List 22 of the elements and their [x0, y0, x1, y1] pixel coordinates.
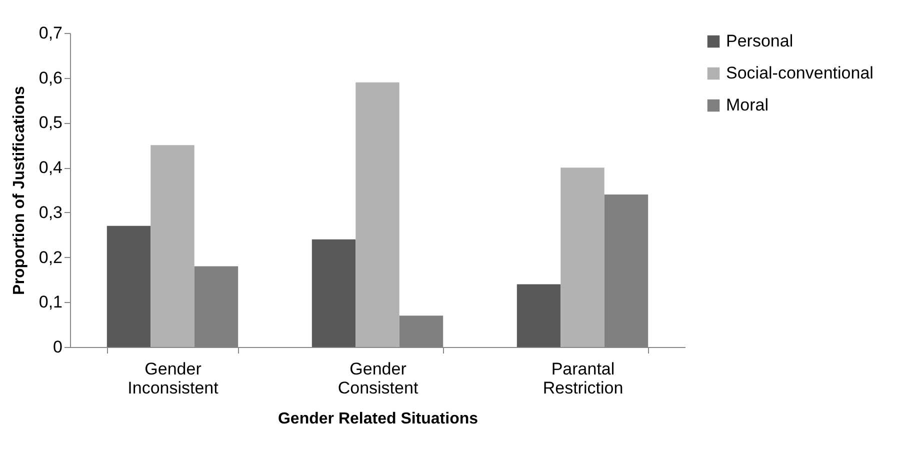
bar: [516, 284, 561, 347]
bar: [560, 168, 604, 347]
legend-label: Social-conventional: [726, 64, 874, 82]
x-tick-label: Gender Inconsistent: [128, 360, 219, 398]
y-tick-label: 0,1: [38, 292, 62, 312]
legend-label: Personal: [726, 32, 794, 50]
y-tick-label: 0,3: [38, 202, 62, 222]
bar: [312, 239, 356, 347]
x-tick-label: Parantal Restriction: [542, 360, 624, 398]
y-axis-title: Proportion of Justifications: [10, 86, 28, 295]
bar: [150, 145, 194, 347]
y-tick-label: 0,7: [38, 24, 62, 42]
x-axis-title: Gender Related Situations: [278, 410, 478, 428]
y-tick-label: 0,4: [38, 158, 62, 178]
y-tick-label: 0: [53, 338, 62, 356]
bar: [106, 226, 151, 347]
x-tick-label: Gender Consistent: [338, 360, 418, 398]
legend-label: Moral: [726, 96, 769, 114]
bar: [356, 82, 400, 347]
y-tick-label: 0,6: [38, 68, 62, 88]
y-tick-label: 0,2: [38, 248, 62, 267]
y-tick-label: 0,5: [38, 113, 62, 132]
